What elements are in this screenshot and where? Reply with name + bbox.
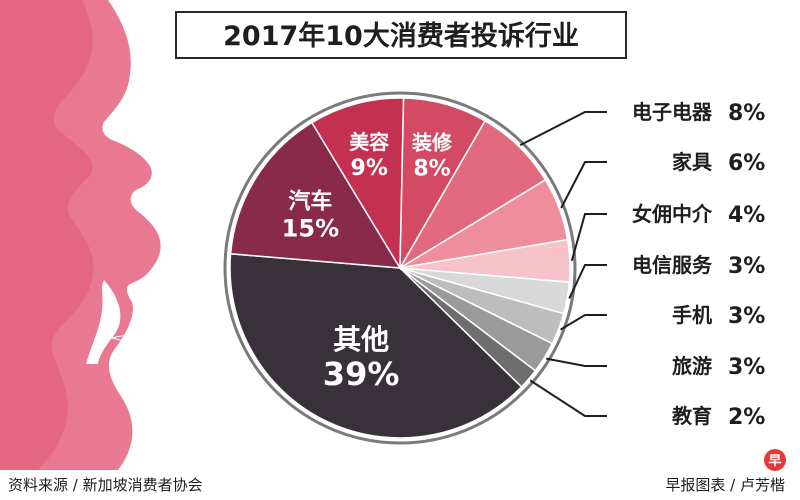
pie-legend: 电子电器 8% 家具 6% 女佣中介 4% 电信服务 3% 手机 3% 旅游 3% 教育 2% bbox=[519, 100, 765, 430]
legend-value-5: 3% bbox=[728, 355, 765, 380]
leader-line-0 bbox=[519, 111, 607, 146]
slice-label-value-10: 8% bbox=[413, 156, 450, 181]
footer-credit: 早报图表 / 卢芳楷 bbox=[665, 476, 785, 494]
legend-value-0: 8% bbox=[728, 101, 765, 126]
legend-value-4: 3% bbox=[728, 304, 765, 329]
legend-label-2: 女佣中介 bbox=[632, 202, 713, 226]
footer-source: 资料来源 / 新加坡消费者协会 bbox=[8, 476, 203, 494]
legend-label-1: 家具 bbox=[672, 150, 712, 174]
face-silhouette-front bbox=[0, 0, 161, 470]
chart-title-box: 2017年10大消费者投诉行业 bbox=[175, 11, 627, 59]
slice-label-value-7: 39% bbox=[323, 355, 400, 393]
zaobao-logo-icon bbox=[764, 449, 786, 471]
leader-line-6 bbox=[529, 379, 607, 417]
mouth-shadow bbox=[86, 280, 121, 364]
leader-line-1 bbox=[560, 161, 607, 209]
chart-title: 2017年10大消费者投诉行业 bbox=[223, 20, 579, 52]
legend-label-4: 手机 bbox=[672, 303, 712, 327]
footer: 资料来源 / 新加坡消费者协会 早报图表 / 卢芳楷 早 bbox=[8, 449, 786, 494]
slice-label-name-10: 装修 bbox=[411, 130, 453, 154]
legend-label-5: 旅游 bbox=[672, 354, 712, 378]
slice-label-value-8: 15% bbox=[282, 215, 339, 243]
legend-label-6: 教育 bbox=[672, 404, 712, 428]
slice-label-name-9: 美容 bbox=[349, 130, 389, 154]
legend-value-1: 6% bbox=[728, 151, 765, 176]
slice-label-name-7: 其他 bbox=[333, 323, 389, 356]
title-border bbox=[175, 11, 627, 59]
pie-slice-10 bbox=[399, 97, 487, 269]
pie-slice-7 bbox=[229, 252, 523, 439]
pie-slice-9 bbox=[310, 97, 405, 271]
slice-label-name-8: 汽车 bbox=[288, 189, 332, 215]
pie-slice-8 bbox=[229, 121, 402, 269]
legend-value-2: 4% bbox=[728, 203, 765, 228]
face-silhouette-illustration bbox=[0, 0, 161, 470]
legend-value-3: 3% bbox=[728, 254, 765, 279]
leader-line-3 bbox=[568, 264, 607, 299]
slice-label-value-9: 9% bbox=[351, 156, 388, 181]
leader-line-5 bbox=[546, 357, 607, 367]
legend-label-3: 电信服务 bbox=[632, 253, 713, 277]
leader-line-2 bbox=[570, 213, 607, 262]
speech-bubble-outline bbox=[111, 317, 234, 350]
legend-value-6: 2% bbox=[728, 405, 765, 430]
leader-line-4 bbox=[560, 314, 607, 331]
legend-label-0: 电子电器 bbox=[632, 100, 713, 124]
zaobao-logo-char: 早 bbox=[768, 454, 781, 469]
pie-slices bbox=[229, 97, 571, 439]
